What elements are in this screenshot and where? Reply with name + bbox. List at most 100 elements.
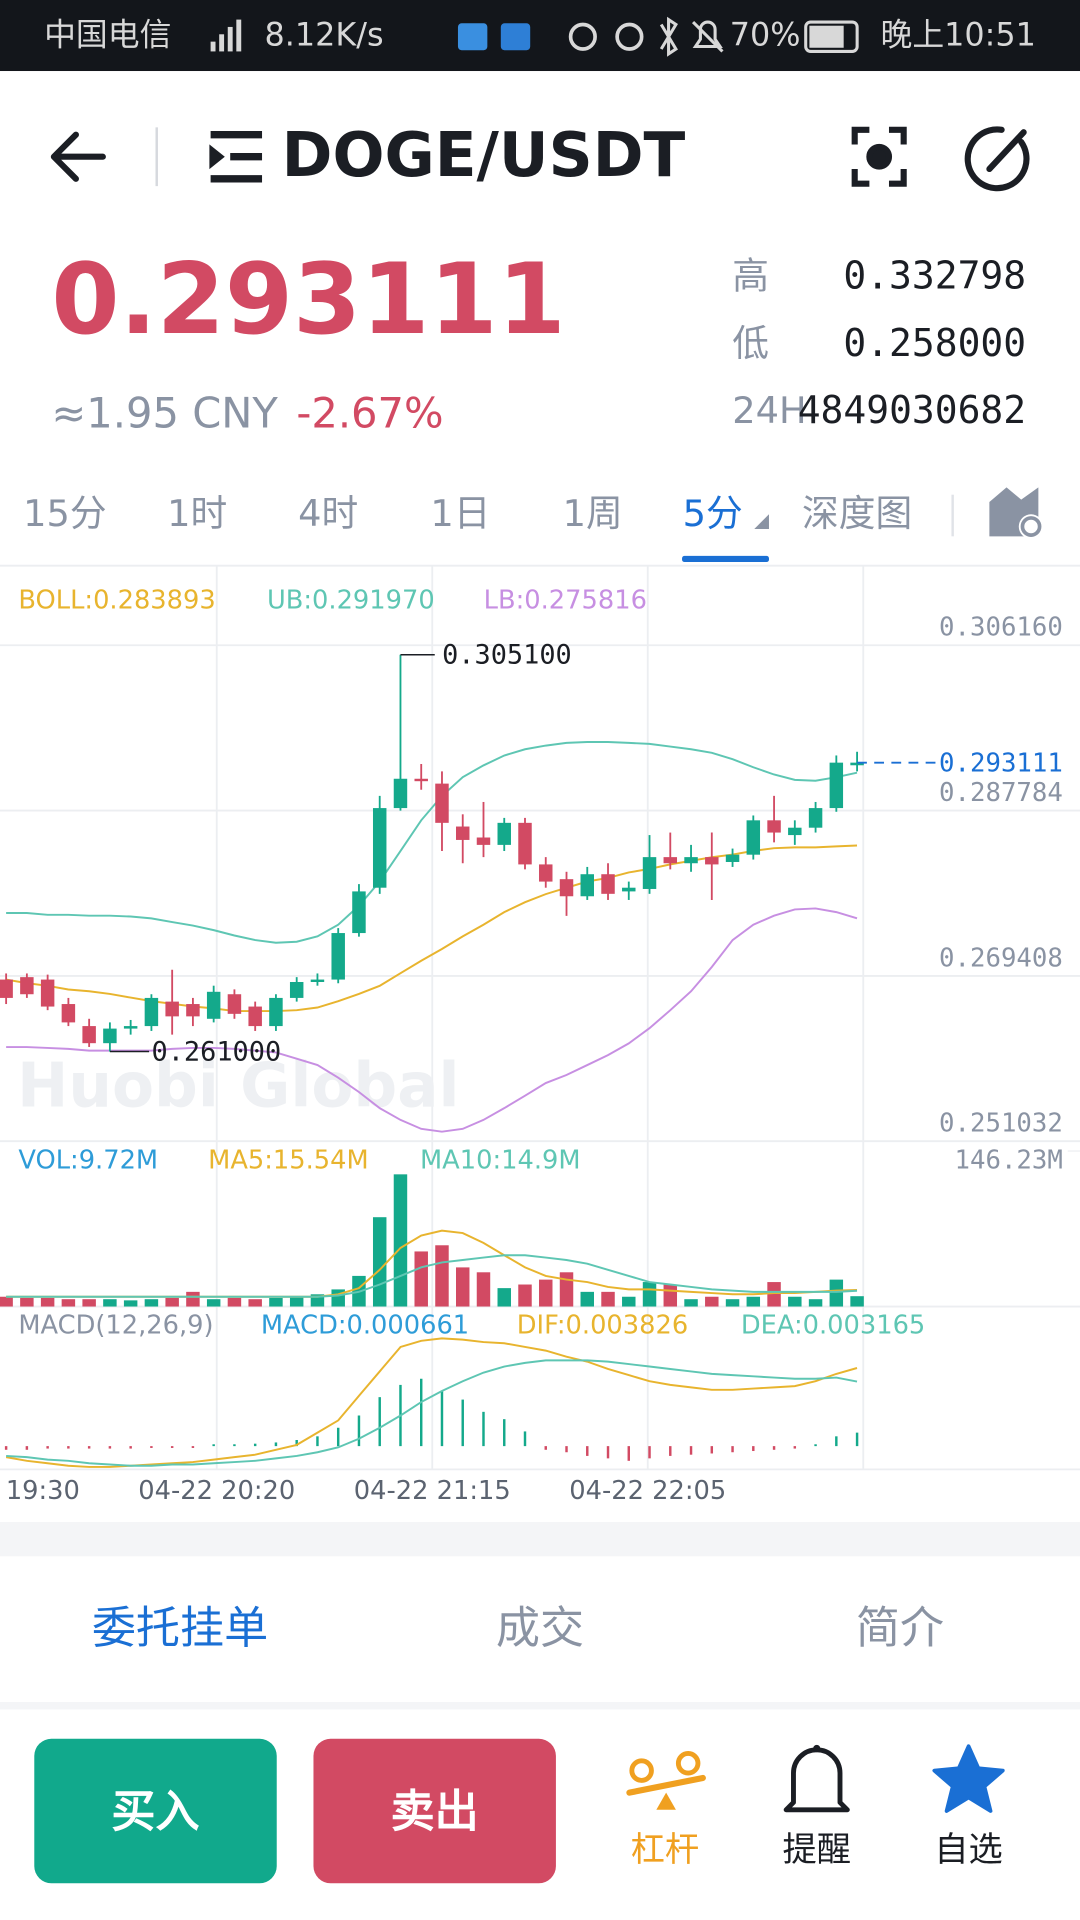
x-tick-label: 04-22 20:20 [138, 1476, 295, 1506]
volume-bar [518, 1284, 532, 1307]
indicator-label: DIF:0.003826 [517, 1311, 688, 1341]
order-tabs: 委托挂单 成交 简介 [92, 1603, 944, 1654]
indicator-line [6, 741, 858, 944]
mute-icon [691, 20, 724, 53]
candle-body [788, 827, 802, 836]
high-label: 高 [732, 254, 769, 297]
volume-bar [539, 1279, 553, 1307]
y-tick-label: 146.23M [955, 1145, 1063, 1175]
candle-body [580, 874, 594, 897]
volume-bar [663, 1284, 678, 1307]
y-tick-label: 0.306160 [939, 613, 1063, 643]
volume-bar [61, 1299, 76, 1307]
period-tab[interactable]: 4时 [298, 492, 358, 535]
indicator-label: MA10:14.9M [420, 1145, 581, 1175]
order-tab-active[interactable]: 委托挂单 [92, 1603, 268, 1654]
battery-icon [804, 20, 859, 53]
period-tab[interactable]: 1周 [563, 492, 623, 535]
y-tick-label: 0.269408 [939, 943, 1063, 973]
period-tab[interactable]: 1日 [430, 492, 490, 535]
indicator-label: VOL:9.72M [18, 1145, 158, 1175]
candle-body [601, 874, 615, 894]
status-bar [0, 0, 1080, 72]
volume-bar [393, 1174, 408, 1307]
candle-body [227, 994, 242, 1014]
sell-button[interactable] [313, 1738, 556, 1884]
bluetooth-icon [659, 16, 678, 57]
indicator-label: BOLL:0.283893 [18, 586, 215, 616]
candle-body [622, 887, 636, 892]
candle-body [725, 854, 740, 862]
indicator-line [6, 1359, 858, 1467]
low-value: 0.258000 [843, 321, 1026, 365]
candle-body [40, 979, 55, 1007]
volume-bar [456, 1267, 470, 1307]
order-tab[interactable]: 成交 [496, 1603, 584, 1654]
battery-level [809, 25, 844, 48]
change-percent: -2.67% [296, 388, 443, 437]
candle-body [850, 762, 864, 766]
order-tab[interactable]: 简介 [856, 1603, 944, 1654]
candle-body [310, 979, 325, 982]
x-tick-label: 19:30 [6, 1476, 80, 1506]
volume-bar [808, 1299, 823, 1307]
volume-bar [186, 1291, 200, 1307]
back-button[interactable] [50, 131, 106, 182]
indicator-label: MACD:0.000661 [261, 1311, 469, 1341]
menu-icon[interactable] [209, 131, 263, 183]
candle-body [539, 864, 553, 882]
candle-body [144, 997, 159, 1027]
volume-label: 24H [732, 389, 806, 432]
volume-bar [705, 1296, 719, 1307]
net-speed: 8.12K/s [264, 16, 383, 54]
alert-button[interactable]: 提醒 [782, 1744, 851, 1870]
candle-body [705, 857, 719, 865]
volume-bar [684, 1299, 698, 1307]
candle-body [352, 891, 366, 934]
x-tick-label: 04-22 22:05 [569, 1476, 726, 1506]
volume-bar [20, 1297, 34, 1307]
section-gap [0, 1522, 1080, 1557]
volume-bar [40, 1297, 55, 1307]
candle-body [829, 762, 844, 809]
depth-tab[interactable]: 深度图 [802, 492, 912, 535]
candle-body [123, 1026, 138, 1029]
candle-body [497, 822, 511, 845]
candle-body [642, 857, 657, 889]
low-label: 低 [732, 322, 769, 365]
bottom-bar-shadow [0, 1702, 1080, 1710]
volume-bar [0, 1296, 13, 1307]
carrier: 中国电信 [44, 16, 171, 54]
candle-body [289, 981, 304, 998]
period-tab-active[interactable]: 5分 [683, 492, 743, 535]
candle-body [393, 778, 408, 809]
scan-button[interactable] [851, 126, 907, 187]
volume-bar [497, 1288, 511, 1307]
volume-bar [829, 1279, 844, 1307]
candle-body [456, 826, 470, 840]
signal-icon [210, 19, 242, 52]
indicator-label: DEA:0.003165 [741, 1311, 925, 1341]
clock: 晚上10:51 [881, 16, 1036, 54]
period-tab[interactable]: 1时 [167, 492, 227, 535]
volume-bar [788, 1296, 802, 1307]
share-button[interactable] [964, 126, 1030, 192]
buy-button[interactable] [34, 1738, 277, 1884]
volume-bar [414, 1251, 428, 1307]
indicator-line [6, 1254, 858, 1298]
margin-button[interactable]: 杠杆 [626, 1751, 706, 1870]
app-icon [457, 23, 488, 51]
candle-body [767, 820, 781, 833]
dropdown-caret [754, 514, 769, 529]
chart-settings-button[interactable] [989, 487, 1044, 539]
volume-bar [206, 1299, 221, 1307]
candle-body [165, 1001, 179, 1017]
favorite-button[interactable]: 自选 [932, 1744, 1005, 1870]
watermark: Huobi Global [17, 1050, 459, 1121]
annotation-label: 0.305100 [442, 640, 572, 671]
volume-bar [580, 1291, 594, 1307]
candle-body [372, 808, 387, 888]
period-tab[interactable]: 15分 [23, 492, 106, 535]
candle-body [746, 820, 761, 855]
